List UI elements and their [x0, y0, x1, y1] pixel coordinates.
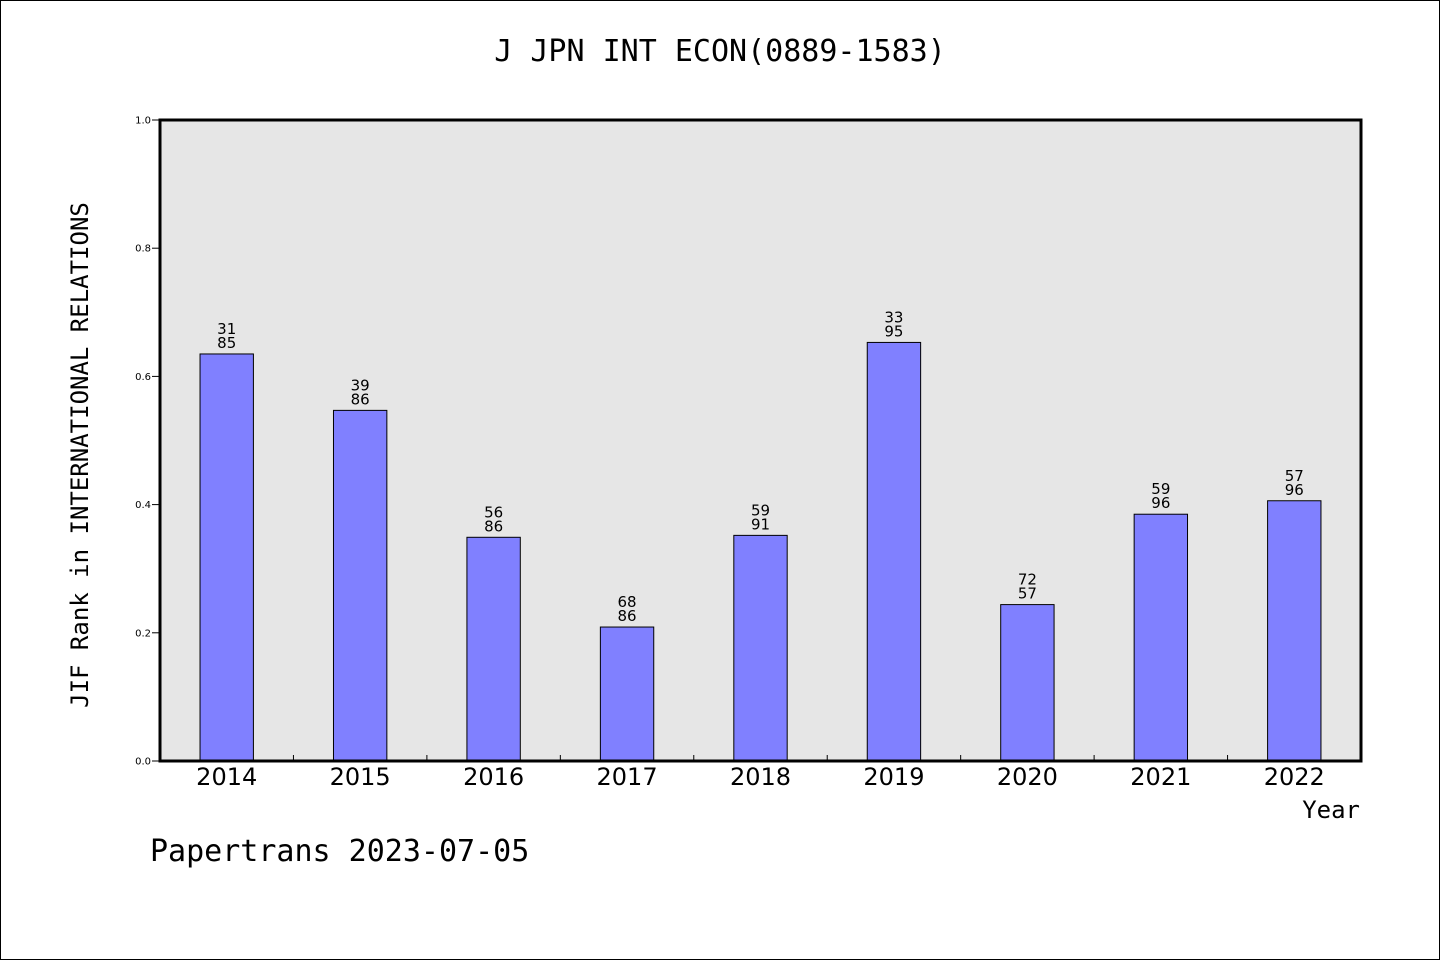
bar-2019: [866, 341, 922, 762]
x-tick-label: 2021: [1130, 763, 1191, 791]
x-tick-label: 2017: [597, 763, 658, 791]
plot-border: [158, 118, 1363, 763]
bar-rank-label: 68: [618, 593, 637, 611]
bar-rank-label: 33: [884, 308, 903, 326]
footer-watermark: Papertrans 2023-07-05: [150, 834, 530, 869]
chart-title: J JPN INT ECON(0889-1583): [494, 34, 946, 69]
bar-total-label: 86: [351, 390, 370, 408]
bar-2018: [733, 534, 788, 762]
bar-2022: [1267, 500, 1322, 762]
x-tick-label: 2020: [997, 763, 1058, 791]
bar-rank-label: 39: [351, 376, 370, 394]
bar-total-label: 91: [751, 515, 770, 533]
y-axis-label: JIF Rank in INTERNATIONAL RELATIONS: [66, 202, 94, 708]
bar-total-label: 95: [884, 322, 903, 340]
x-tick-label: 2019: [863, 763, 924, 791]
bar-rank-label: 59: [751, 501, 770, 519]
bar-rank-label: 72: [1018, 571, 1037, 589]
bar-total-label: 86: [484, 517, 503, 535]
x-axis-label: Year: [1302, 796, 1360, 824]
y-tick-label: 1.0: [135, 116, 151, 127]
x-tick-label: 2015: [330, 763, 391, 791]
y-tick-label: 0.8: [135, 244, 151, 255]
bar-2020: [1000, 604, 1055, 762]
x-tick-label: 2022: [1264, 763, 1325, 791]
bar-rank-label: 31: [217, 320, 236, 338]
bar-total-label: 96: [1285, 481, 1304, 499]
x-tick-label: 2014: [196, 763, 257, 791]
bar-total-label: 96: [1151, 494, 1170, 512]
y-tick-label: 0.6: [135, 372, 151, 383]
x-tick-label: 2016: [463, 763, 524, 791]
bar-2021: [1133, 513, 1189, 762]
bar-rank-label: 56: [484, 503, 503, 521]
bar-2015: [332, 409, 388, 762]
bar-2014: [199, 353, 254, 762]
y-tick-label: 0.0: [135, 757, 151, 768]
bar-rank-label: 59: [1151, 480, 1170, 498]
bar-total-label: 57: [1018, 585, 1037, 603]
bar-total-label: 85: [217, 334, 236, 352]
bar-2016: [466, 536, 521, 762]
bar-2017: [599, 626, 655, 762]
x-tick-label: 2018: [730, 763, 791, 791]
bar-rank-label: 57: [1285, 467, 1304, 485]
bar-total-label: 86: [618, 607, 637, 625]
y-tick-label: 0.2: [135, 628, 151, 639]
y-tick-label: 0.4: [135, 500, 151, 511]
